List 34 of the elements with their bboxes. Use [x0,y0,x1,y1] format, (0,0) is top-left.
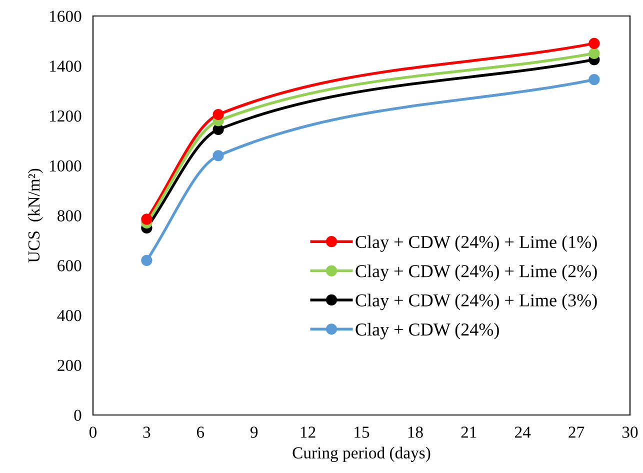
y-tick-label: 1600 [50,10,82,22]
x-tick-label: 0 [89,426,97,438]
point [141,254,152,266]
y-tick-label: 200 [58,360,82,372]
point [588,38,600,49]
x-axis-title: Curing period (days) [292,446,430,462]
point [212,150,224,162]
y-tick-label: 400 [57,310,82,322]
x-tick-label: 9 [250,426,258,438]
legend-label: Clay + CDW (24%) + Lime (2%) [356,264,597,281]
point [212,108,224,120]
x-tick-label: 15 [354,426,370,438]
x-tick-label: 12 [300,426,316,438]
point [141,214,152,225]
x-tick-label: 3 [143,426,150,438]
x-tick-label: 27 [568,426,584,438]
y-tick-label: 1400 [50,60,82,72]
x-tick-label: 30 [622,426,638,438]
x-tick-label: 18 [408,426,423,438]
point [588,74,600,86]
legend-label: Clay + CDW (24%) + Lime (1%) [356,235,597,252]
x-tick-label: 21 [461,426,476,438]
y-tick-label: 1000 [50,160,82,172]
y-tick-label: 800 [58,210,82,222]
point [212,124,224,136]
y-axis-title: UCS (kN/m²) [28,168,43,263]
point [588,48,600,59]
x-tick-label: 24 [515,426,531,438]
y-tick-label: 1200 [50,110,82,122]
y-tick-label: 0 [74,410,82,421]
legend-label: Clay + CDW (24%) [356,322,499,340]
y-tick-label: 600 [58,260,82,272]
legend-label: Clay + CDW (24%) + Lime (3%) [356,294,597,310]
x-tick-label: 6 [196,426,204,438]
